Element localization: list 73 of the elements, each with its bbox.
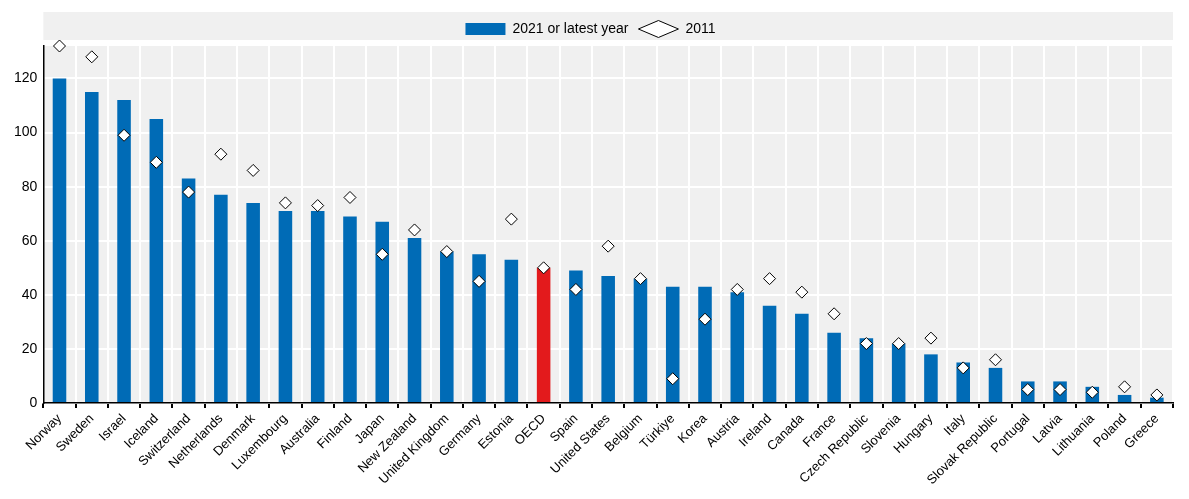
bar (407, 238, 422, 403)
bar (633, 278, 648, 403)
bar (117, 100, 131, 403)
point (182, 185, 196, 199)
point (601, 239, 615, 253)
point (149, 155, 163, 169)
point (1150, 388, 1164, 402)
point (214, 147, 228, 161)
point (1118, 380, 1132, 394)
point (472, 274, 486, 288)
y-tick-label: 60 (21, 231, 38, 248)
point (730, 282, 744, 296)
point (85, 50, 99, 64)
point (1053, 383, 1067, 397)
point (924, 331, 938, 345)
bar (988, 367, 1003, 403)
bar (536, 267, 551, 403)
point (408, 223, 422, 237)
point (1085, 385, 1099, 399)
point (278, 196, 292, 210)
bar (472, 254, 486, 403)
point (666, 372, 680, 386)
point (827, 307, 841, 321)
bar (440, 251, 454, 403)
point (504, 212, 518, 226)
bar (730, 292, 745, 403)
bar (310, 211, 325, 403)
point (375, 247, 389, 261)
point (569, 282, 583, 296)
bar (343, 216, 357, 403)
bar (924, 354, 938, 403)
point (633, 272, 647, 286)
bar (891, 343, 906, 403)
bar (181, 178, 196, 403)
y-tick-label: 120 (14, 69, 38, 86)
y-tick-label: 80 (21, 177, 38, 194)
point (698, 312, 712, 326)
y-tick-label: 20 (21, 339, 38, 356)
bar (601, 275, 615, 403)
point (246, 163, 260, 177)
bar (246, 202, 260, 403)
bar (665, 286, 680, 403)
bar (1117, 394, 1132, 403)
point (117, 128, 131, 142)
y-tick-label: 100 (14, 123, 38, 140)
bar (504, 259, 519, 403)
point (537, 261, 551, 275)
point (795, 285, 809, 299)
bar (84, 91, 99, 403)
bar (762, 305, 777, 403)
bar (827, 332, 841, 403)
legend-label: 2021 or latest year (512, 19, 629, 36)
bar (278, 211, 293, 403)
point (343, 190, 357, 204)
bar (214, 194, 228, 403)
bar (52, 78, 67, 403)
legend-label: 2011 (685, 19, 716, 36)
point (53, 39, 66, 53)
point (440, 245, 454, 259)
point (1021, 383, 1035, 397)
point (859, 337, 873, 351)
point (892, 337, 906, 351)
point (956, 361, 970, 375)
bar (795, 313, 809, 403)
y-tick-label: 40 (21, 285, 38, 302)
y-tick-label: 0 (29, 393, 38, 410)
point (988, 353, 1002, 367)
point (311, 199, 325, 213)
bar (375, 221, 390, 403)
bar (698, 286, 712, 403)
bar (149, 119, 164, 403)
bar (569, 270, 583, 403)
point (763, 272, 777, 286)
